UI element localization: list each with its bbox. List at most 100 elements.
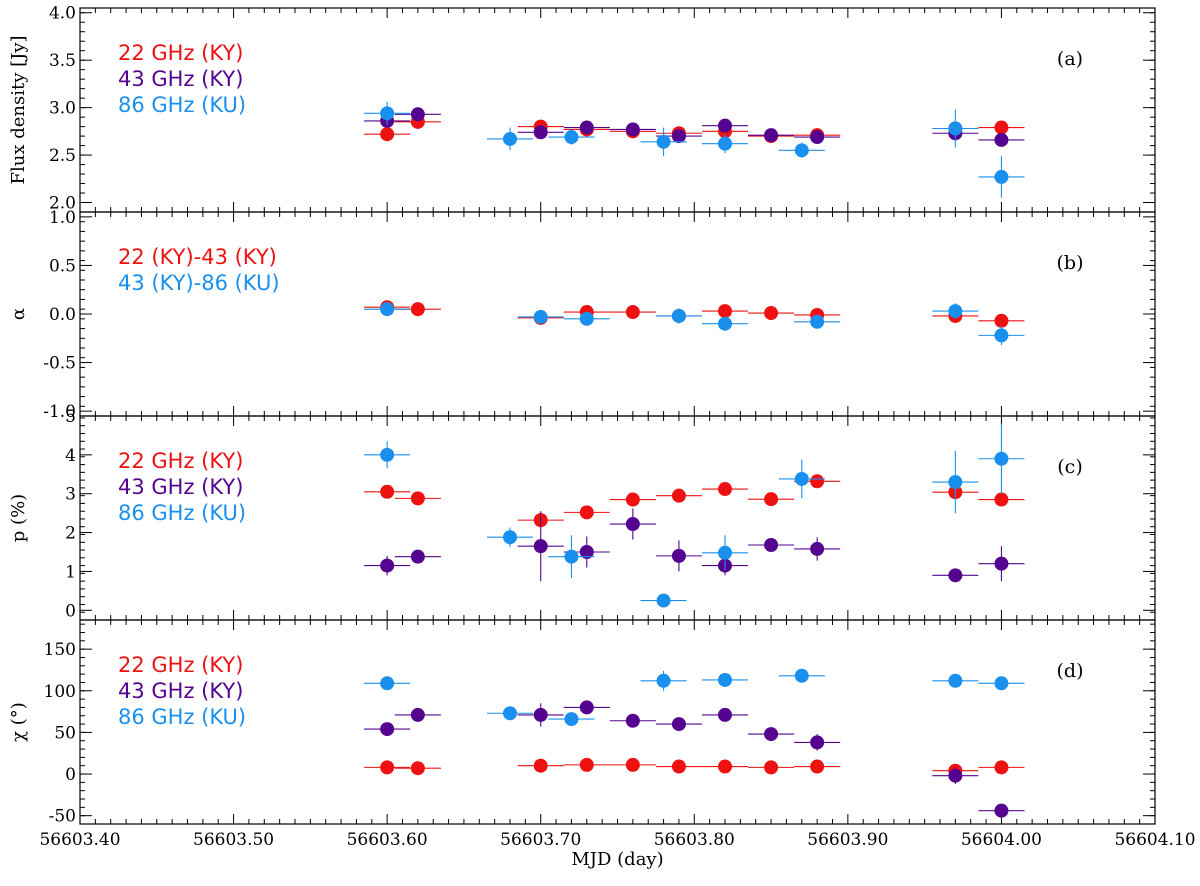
- data-point: [503, 706, 517, 721]
- data-point: [810, 314, 825, 329]
- y-tick-label: 4: [65, 446, 76, 466]
- x-tick-label: 56603.70: [500, 830, 581, 850]
- x-tick-label: 56604.00: [961, 830, 1042, 850]
- data-point: [718, 759, 732, 774]
- legend-entry: 86 GHz (KU): [118, 501, 246, 525]
- data-point: [579, 120, 594, 135]
- data-point: [410, 107, 425, 122]
- data-series: [364, 114, 1025, 144]
- y-axis-title: χ (°): [8, 702, 29, 742]
- chart-panels: 2.0 2.5 3.0 3.5 4.0 Flux density [Jy] (a) 22 GH…: [8, 4, 1156, 827]
- data-point: [718, 672, 732, 687]
- data-point: [380, 302, 395, 317]
- y-tick-label: -1.0: [43, 402, 76, 422]
- data-point: [380, 127, 395, 142]
- data-series: [364, 700, 1025, 818]
- data-point: [994, 120, 1009, 135]
- x-tick-label: 56603.80: [654, 830, 735, 850]
- y-tick-label: 100: [44, 682, 76, 702]
- data-point: [994, 803, 1009, 818]
- data-point: [410, 761, 425, 776]
- x-tick-label: 56604.10: [1114, 830, 1195, 850]
- data-point: [994, 676, 1009, 691]
- y-tick-label: 0: [65, 765, 76, 785]
- data-point: [625, 517, 640, 532]
- data-point: [503, 131, 517, 146]
- data-point: [656, 134, 671, 149]
- data-point: [533, 309, 548, 324]
- data-point: [764, 492, 779, 507]
- data-point: [671, 308, 686, 323]
- legend-entry: 43 (KY)-86 (KU): [118, 271, 280, 295]
- y-tick-label: 50: [54, 723, 76, 743]
- data-point: [764, 538, 779, 553]
- data-point: [410, 491, 425, 506]
- data-point: [671, 717, 686, 732]
- data-point: [948, 121, 963, 136]
- data-point: [718, 707, 732, 722]
- panel-tag: (b): [1057, 252, 1084, 274]
- y-tick-label: 3: [65, 485, 76, 505]
- data-point: [625, 492, 640, 507]
- data-point: [380, 722, 395, 737]
- data-point: [948, 568, 963, 583]
- data-point: [994, 760, 1009, 775]
- data-point: [810, 474, 825, 489]
- data-point: [718, 304, 732, 319]
- data-series: [364, 302, 1025, 346]
- data-series: [364, 757, 1025, 778]
- data-series: [364, 101, 1025, 198]
- x-axis-title: MJD (day): [571, 849, 663, 870]
- legend-entry: 43 GHz (KY): [118, 475, 243, 499]
- data-point: [671, 759, 686, 774]
- y-tick-label: 2: [65, 524, 76, 544]
- data-point: [994, 313, 1009, 328]
- y-tick-label: 0: [65, 601, 76, 621]
- panel-c: 0 1 2 3 4 5 p (%) (c) 22 GHz (KY)43 GHz (KY)86 G…: [8, 407, 1156, 621]
- data-point: [579, 505, 594, 520]
- data-point: [656, 593, 671, 608]
- data-point: [656, 673, 671, 688]
- legend-entry: 43 GHz (KY): [118, 67, 243, 91]
- legend-entry: 86 GHz (KU): [118, 93, 246, 117]
- data-point: [810, 735, 825, 750]
- data-point: [579, 700, 594, 715]
- y-tick-label: 4.0: [49, 4, 76, 24]
- y-tick-label: 1.0: [49, 208, 76, 228]
- y-tick-label: 2.0: [49, 194, 76, 214]
- data-point: [718, 545, 732, 560]
- data-point: [671, 129, 686, 144]
- data-series: [364, 474, 1025, 528]
- y-tick-label: 3.5: [49, 51, 76, 71]
- y-tick-label: 5: [65, 407, 76, 427]
- data-point: [994, 556, 1009, 571]
- data-point: [671, 488, 686, 503]
- data-point: [533, 539, 548, 554]
- x-tick-label: 56603.60: [347, 830, 428, 850]
- legend-entry: 22 GHz (KY): [118, 449, 243, 473]
- data-point: [564, 130, 579, 145]
- data-point: [794, 668, 809, 683]
- data-point: [564, 549, 579, 564]
- data-point: [503, 530, 517, 545]
- data-point: [533, 125, 548, 140]
- legend-entry: 86 GHz (KU): [118, 705, 246, 729]
- x-tick-label: 56603.40: [39, 830, 120, 850]
- data-point: [625, 122, 640, 137]
- panel-d: -50 0 50 100 150 χ (°) (d) 22 GHz (KY)43 GHz (K…: [8, 619, 1156, 827]
- data-point: [948, 673, 963, 688]
- data-point: [410, 549, 425, 564]
- data-point: [380, 106, 395, 121]
- data-point: [625, 305, 640, 320]
- data-series: [364, 107, 1025, 147]
- legend-entry: 43 GHz (KY): [118, 679, 243, 703]
- data-point: [410, 707, 425, 722]
- y-tick-label: 3.0: [49, 99, 76, 119]
- data-series: [364, 300, 1025, 328]
- x-tick-label: 56603.90: [807, 830, 888, 850]
- data-point: [533, 758, 548, 773]
- data-point: [764, 760, 779, 775]
- y-tick-label: -0.5: [43, 354, 76, 374]
- data-point: [718, 482, 732, 497]
